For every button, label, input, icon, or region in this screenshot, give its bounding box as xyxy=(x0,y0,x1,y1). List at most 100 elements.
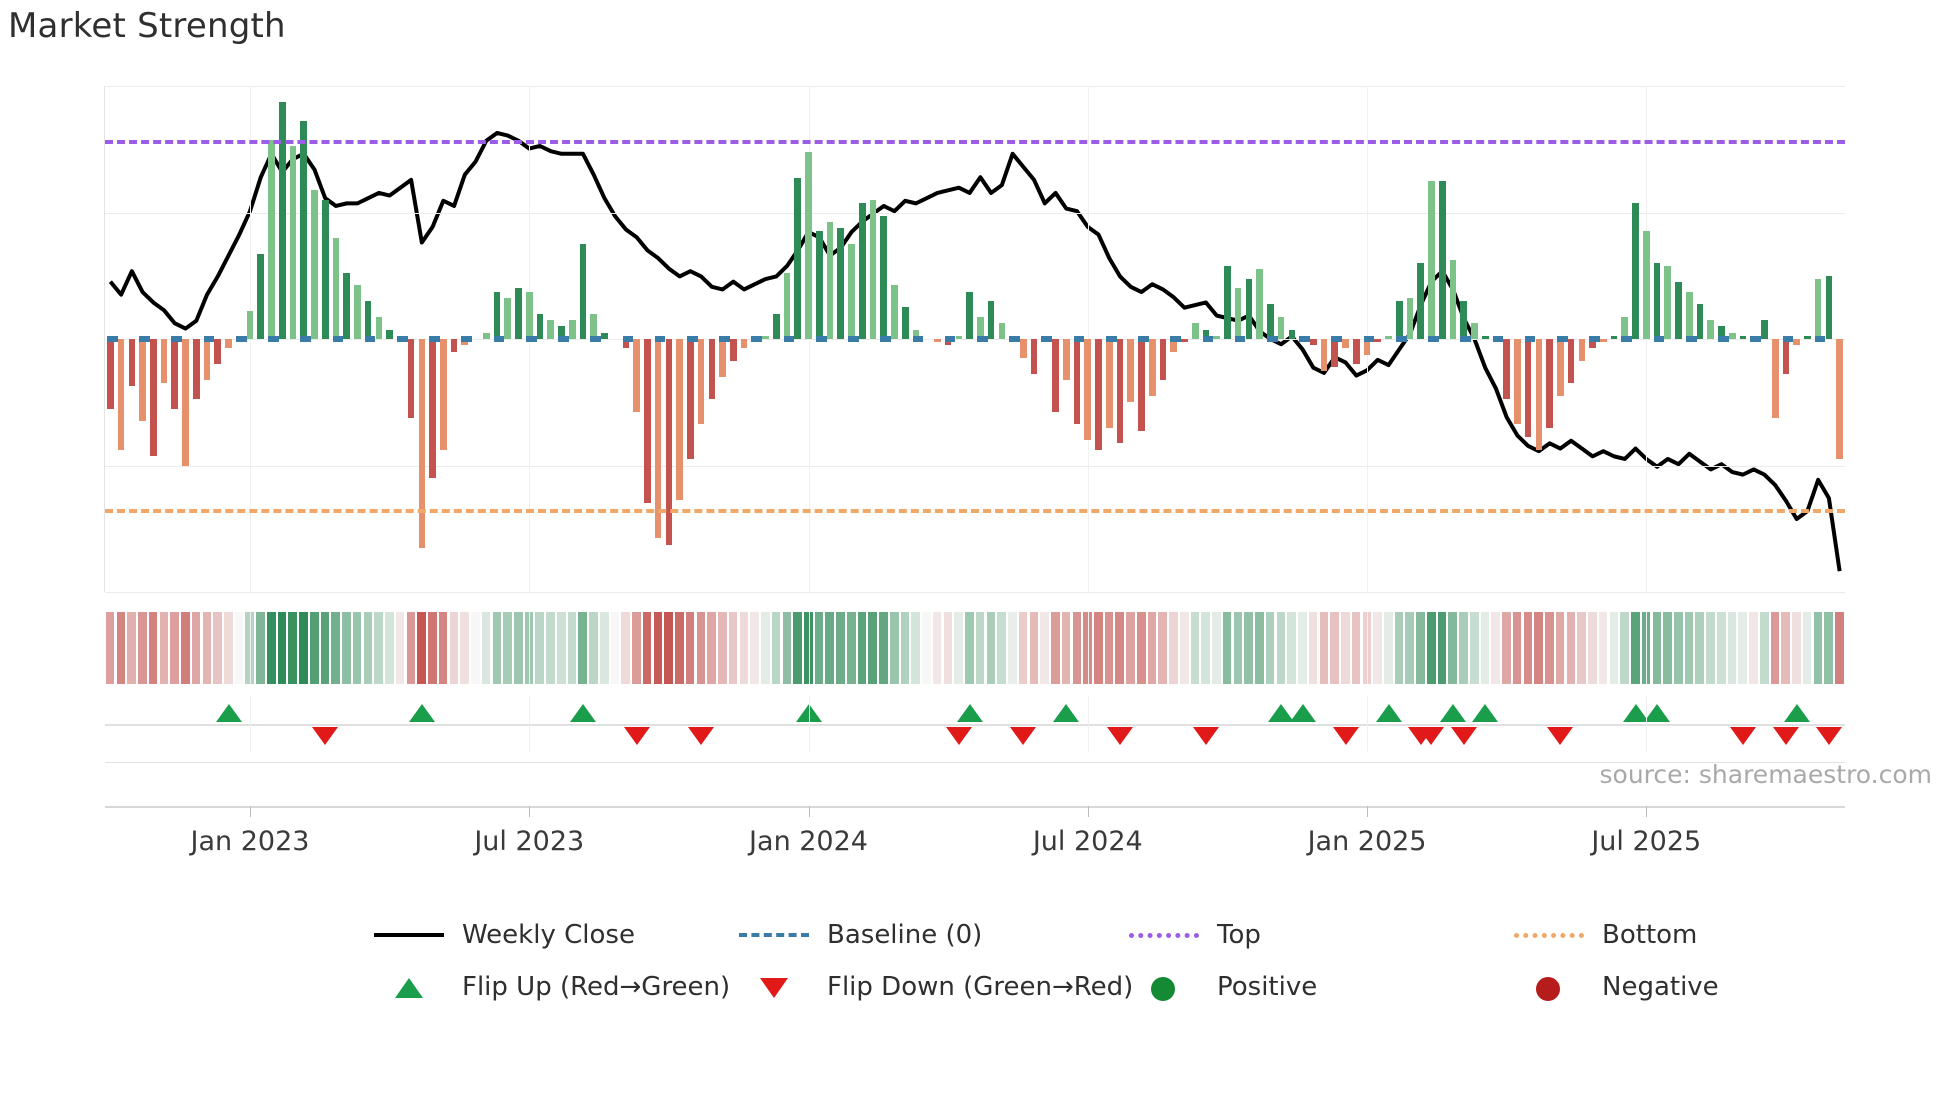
heatmap-cell xyxy=(277,612,287,684)
strength-bar xyxy=(214,339,222,365)
main-plot-area: 40200−20−4025.0020.0015.0010.00 xyxy=(104,86,1845,593)
baseline-segment xyxy=(1234,336,1246,342)
strength-bar xyxy=(1181,339,1188,343)
baseline-segment xyxy=(880,336,891,342)
heatmap-cell xyxy=(664,612,673,684)
dot-icon xyxy=(1510,974,1588,1001)
strength-bar xyxy=(364,301,372,339)
heatmap-cell xyxy=(975,612,985,684)
flip-down-marker xyxy=(1729,727,1756,745)
heatmap-cell xyxy=(1136,612,1146,684)
strength-bar xyxy=(321,199,329,339)
strength-bar xyxy=(805,152,812,339)
heatmap-cell xyxy=(492,612,502,684)
heatmap-cell xyxy=(846,612,856,684)
heatmap-cell xyxy=(213,612,222,684)
heatmap-cell xyxy=(1083,612,1092,684)
strength-bar xyxy=(601,332,608,339)
strength-bar xyxy=(815,231,823,339)
heatmap-cell xyxy=(718,612,727,684)
baseline-segment xyxy=(751,336,763,342)
heatmap-cell xyxy=(1684,612,1694,684)
strength-bar xyxy=(944,339,952,346)
heatmap-cell xyxy=(309,612,319,684)
baseline-segment xyxy=(719,336,730,342)
strength-bar xyxy=(1331,339,1339,368)
heatmap-cell xyxy=(288,612,298,684)
legend-item[interactable]: Bottom xyxy=(1510,920,1697,950)
weekly-close-line xyxy=(110,133,1839,571)
heatmap-cell xyxy=(1051,612,1060,684)
strength-bar xyxy=(1514,339,1521,425)
baseline-segment xyxy=(300,336,311,342)
legend-item[interactable]: Top xyxy=(1125,920,1261,950)
strength-bar xyxy=(966,291,973,339)
heatmap-cell xyxy=(1695,612,1705,684)
strength-bar xyxy=(203,339,211,381)
heatmap-cell xyxy=(363,612,373,684)
heatmap-cell xyxy=(1802,612,1812,684)
heatmap-cell xyxy=(1566,612,1576,684)
heatmap-cell xyxy=(1158,612,1168,684)
strength-bar xyxy=(740,339,748,349)
strength-bar xyxy=(1159,339,1167,381)
heatmap-cell xyxy=(1094,612,1103,684)
heatmap-cell xyxy=(395,612,405,684)
heatmap-cell xyxy=(1104,612,1114,684)
heatmap-cell xyxy=(1126,612,1135,684)
heatmap-cell xyxy=(793,612,802,684)
heatmap-cell xyxy=(836,612,845,684)
vertical-gridline xyxy=(529,696,531,752)
strength-bar xyxy=(1707,320,1715,339)
strength-bar xyxy=(1524,339,1532,438)
flip-marker-band xyxy=(105,696,1845,752)
dot-icon-glyph xyxy=(1151,977,1175,1001)
strength-bar xyxy=(998,323,1006,339)
heatmap-cell xyxy=(761,612,770,684)
strength-bar xyxy=(289,146,297,339)
strength-bar xyxy=(1127,339,1135,403)
x-axis-tickmark xyxy=(529,806,531,817)
strength-bar xyxy=(1245,278,1253,339)
baseline-segment xyxy=(1267,336,1278,342)
heatmap-cell xyxy=(1330,612,1339,684)
baseline-segment xyxy=(1331,336,1343,342)
legend-item[interactable]: Flip Up (Red→Green) xyxy=(370,972,730,1002)
legend-item[interactable]: Weekly Close xyxy=(370,920,635,950)
legend-item[interactable]: Negative xyxy=(1510,972,1719,1002)
heatmap-cell xyxy=(685,612,695,684)
legend-item[interactable]: Flip Down (Green→Red) xyxy=(735,972,1133,1002)
top-reference-line xyxy=(105,139,1845,144)
strength-heatmap-strip xyxy=(105,612,1845,684)
strength-bar xyxy=(354,285,361,339)
baseline-segment xyxy=(268,336,279,342)
strength-bar xyxy=(268,139,275,339)
baseline-segment xyxy=(1299,336,1310,342)
baseline-segment xyxy=(590,336,601,342)
strength-bar xyxy=(1052,339,1059,412)
strength-bar xyxy=(579,244,587,339)
strength-bar xyxy=(1718,326,1725,339)
heatmap-cell xyxy=(857,612,867,684)
baseline-segment xyxy=(493,336,505,342)
heatmap-cell xyxy=(1706,612,1715,684)
heatmap-cell xyxy=(449,612,459,684)
heatmap-cell xyxy=(771,612,781,684)
strength-bar xyxy=(450,339,458,352)
flip-down-marker xyxy=(1332,727,1359,745)
baseline-segment xyxy=(397,336,408,342)
strength-bar xyxy=(1385,335,1392,339)
strength-bar xyxy=(300,120,308,339)
x-axis-tickmark xyxy=(808,806,810,817)
heatmap-cell xyxy=(428,612,437,684)
x-axis-tickmark xyxy=(250,806,251,817)
strength-bar xyxy=(1471,323,1478,339)
legend-item[interactable]: Positive xyxy=(1125,972,1317,1002)
heatmap-cell xyxy=(621,612,630,684)
baseline-segment xyxy=(1492,336,1504,342)
legend-item[interactable]: Baseline (0) xyxy=(735,920,982,950)
flip-up-marker xyxy=(1375,704,1402,722)
x-axis-tickmark xyxy=(1087,806,1089,817)
strength-bar xyxy=(654,339,662,539)
heatmap-cell xyxy=(1588,612,1597,684)
